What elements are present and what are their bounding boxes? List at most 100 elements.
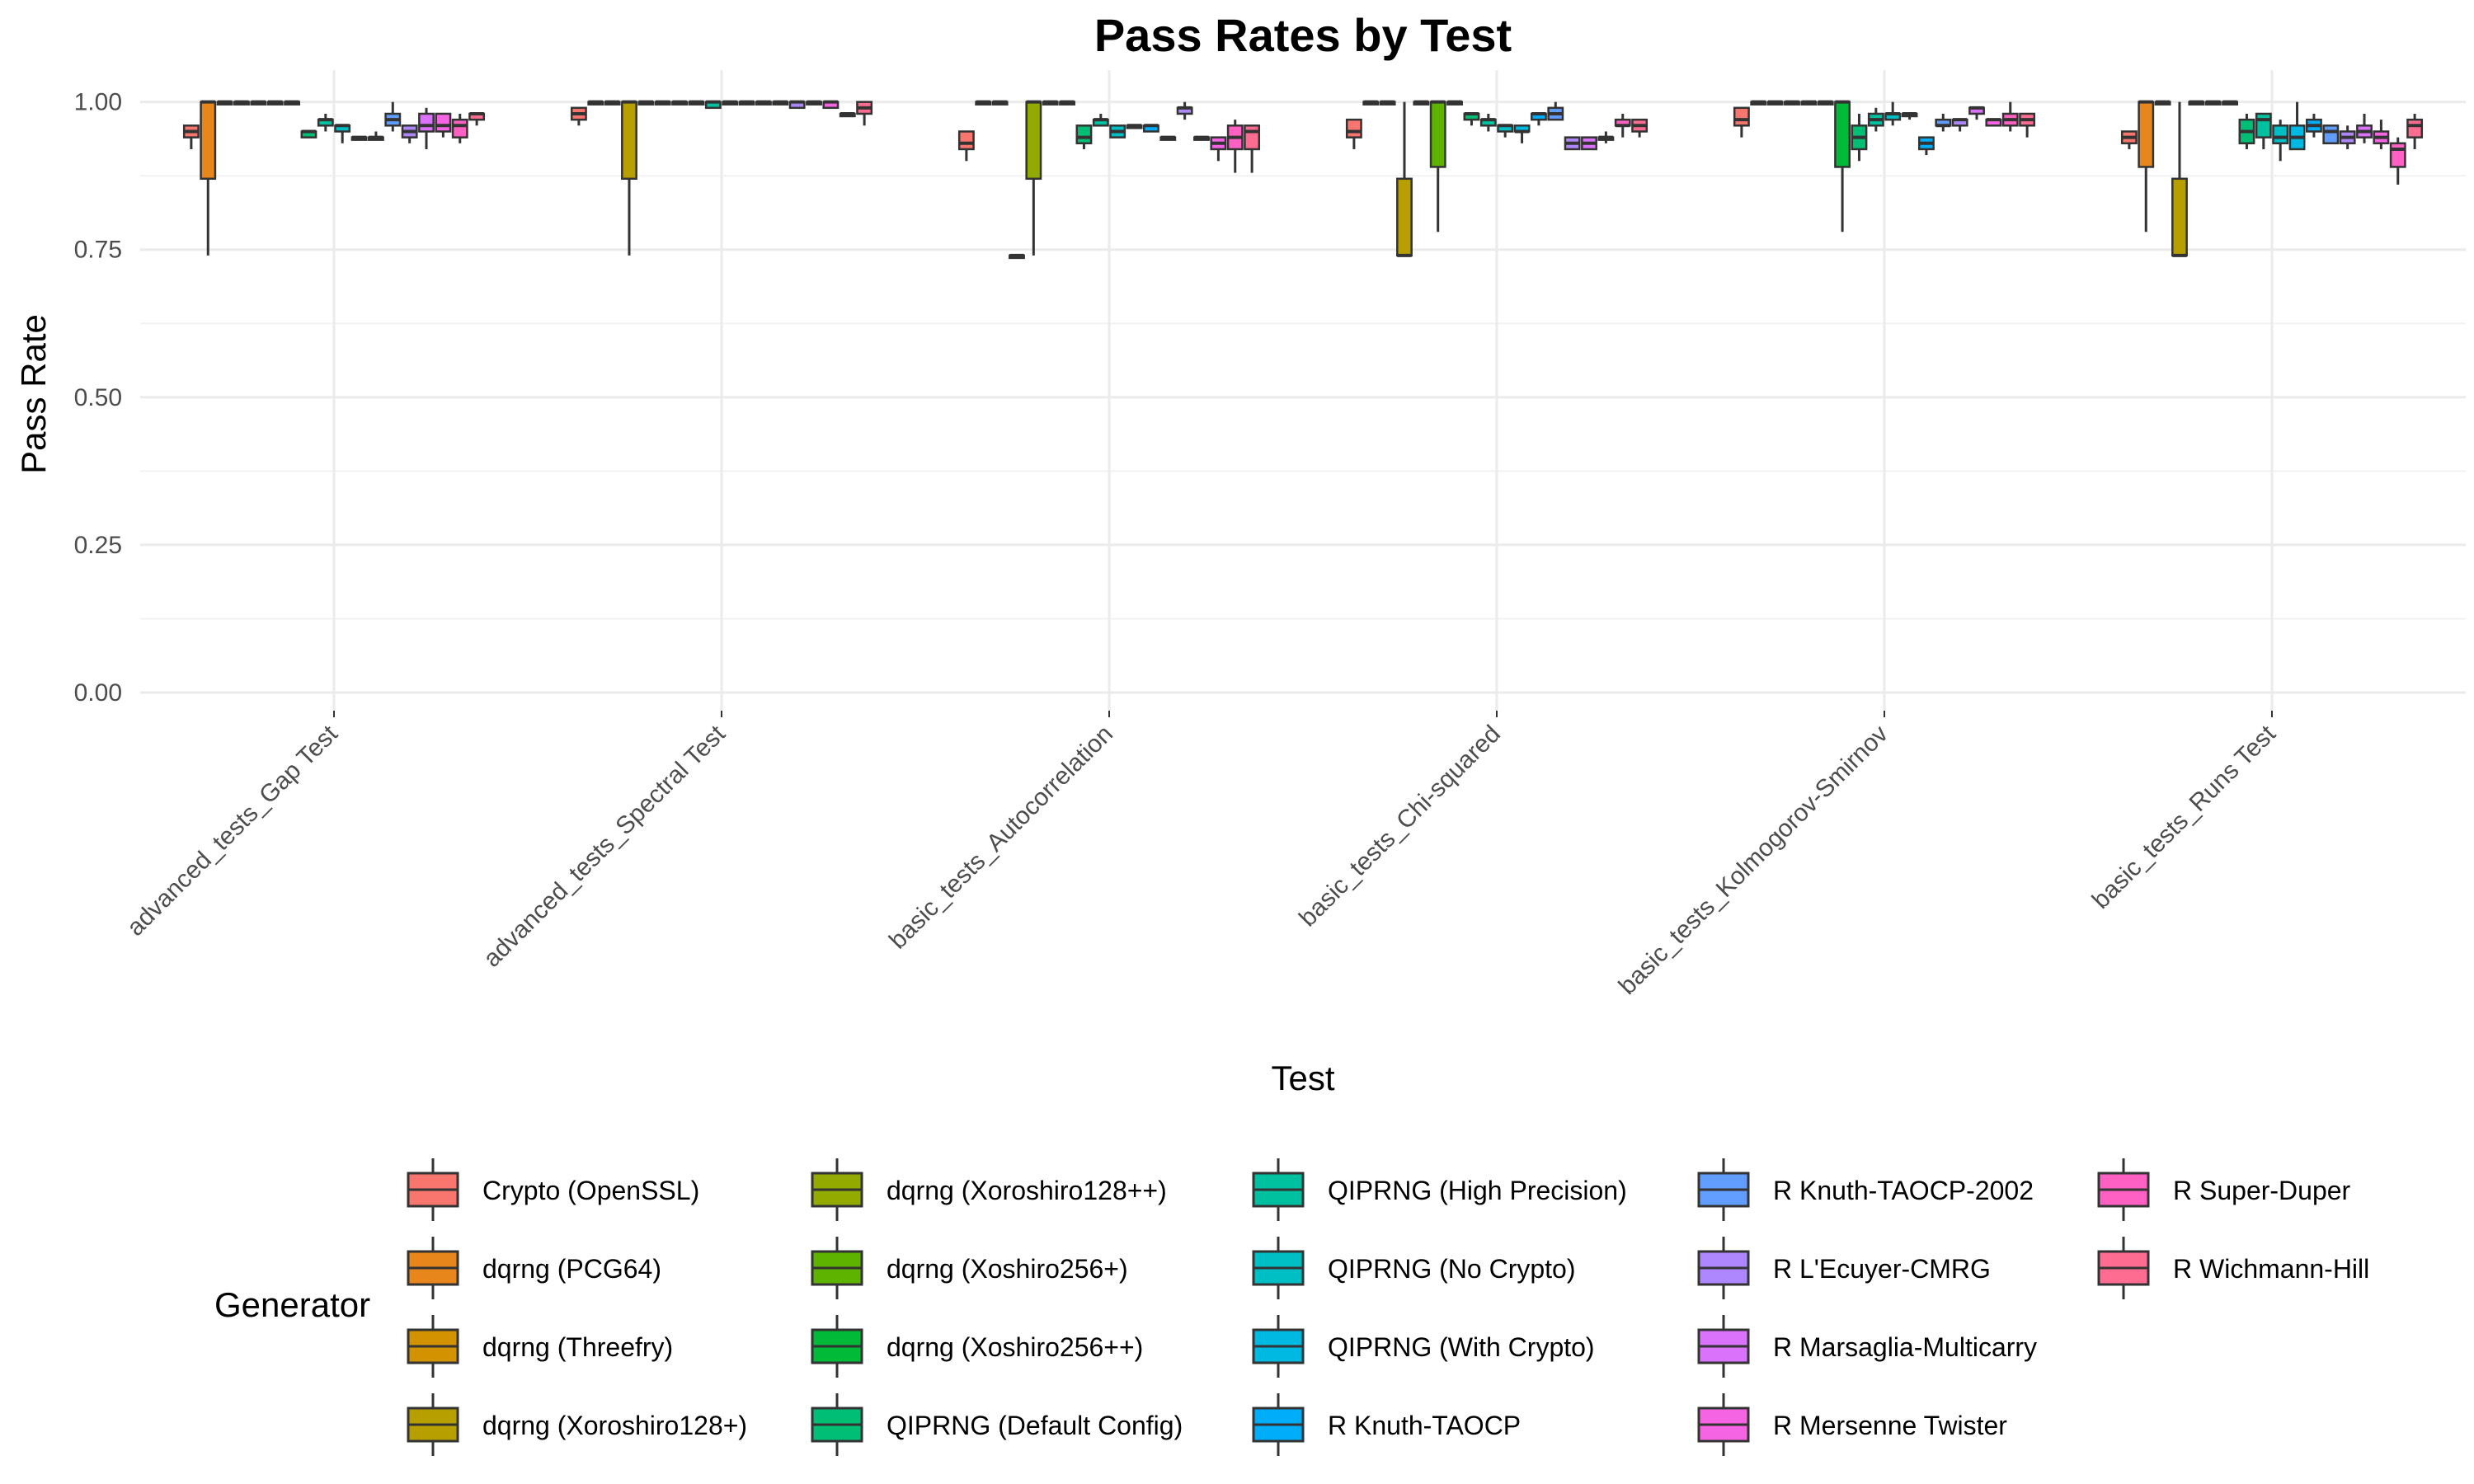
box-qiprng-high-precision--4 [1867, 107, 1884, 132]
box-r-mersenne-twister-5 [2373, 120, 2390, 149]
box-iqr [957, 130, 975, 151]
box-dqrng-pcg64--0 [200, 100, 217, 256]
legend-label: QIPRNG (Default Config) [887, 1411, 1183, 1440]
box-dqrng-xoshiro256--5 [2222, 100, 2239, 106]
x-tick-label: advanced_tests_Spectral Test [478, 720, 731, 972]
box-iqr [1733, 106, 1750, 127]
box-iqr [2255, 112, 2272, 139]
box-dqrng-xoroshiro128--2 [1025, 100, 1042, 256]
box-r-knuth-taocp-3 [1530, 111, 1547, 126]
box-r-super-duper-0 [451, 113, 468, 143]
box-dqrng-xoshiro256--1 [654, 100, 671, 106]
legend-label: QIPRNG (High Precision) [1328, 1176, 1627, 1205]
box-qiprng-default-config--5 [2238, 113, 2255, 149]
legend-item-qiprng-no-crypto-: QIPRNG (No Crypto) [1252, 1237, 1575, 1299]
box-qiprng-high-precision--2 [1092, 113, 1109, 127]
box-dqrng-xoroshiro128--4 [1784, 100, 1800, 106]
legend-label: R Knuth-TAOCP [1328, 1411, 1521, 1440]
box-qiprng-default-config--1 [688, 100, 705, 106]
box-r-knuth-taocp-0 [367, 131, 384, 141]
legend-label: R L'Ecuyer-CMRG [1773, 1254, 1991, 1284]
legend-item-qiprng-default-config-: QIPRNG (Default Config) [811, 1393, 1183, 1456]
box-r-knuth-taocp-2002-0 [384, 101, 402, 132]
box-dqrng-xoshiro256--0 [266, 100, 284, 106]
box-r-wichmann-hill-4 [2019, 112, 2036, 138]
legend-label: dqrng (PCG64) [482, 1254, 661, 1284]
box-dqrng-xoroshiro128--3 [1413, 100, 1430, 106]
box-qiprng-no-crypto--4 [1884, 101, 1902, 126]
box-qiprng-default-config--4 [1851, 113, 1868, 162]
box-iqr [418, 112, 435, 133]
box-iqr [1345, 118, 1362, 139]
box-dqrng-xoshiro256--5 [2204, 100, 2222, 106]
box-crypto-openssl--4 [1733, 106, 1750, 138]
box-iqr [1429, 101, 1446, 168]
box-r-marsaglia-multicarry-2 [1193, 135, 1210, 141]
legend-label: Crypto (OpenSSL) [482, 1176, 699, 1205]
box-qiprng-no-crypto--5 [2272, 120, 2289, 162]
box-crypto-openssl--0 [182, 124, 200, 149]
legend-label: dqrng (Xoshiro256++) [887, 1332, 1143, 1362]
box-iqr [1834, 101, 1851, 168]
box-dqrng-threefry--1 [604, 100, 621, 106]
box-dqrng-threefry--0 [216, 100, 233, 106]
box-dqrng-xoshiro256--2 [1059, 100, 1076, 106]
grid-lines [140, 70, 2466, 711]
box-dqrng-xoroshiro128--2 [1009, 253, 1025, 260]
legend-item-dqrng-threefry-: dqrng (Threefry) [407, 1315, 673, 1378]
box-r-knuth-taocp-2002-3 [1547, 101, 1564, 121]
legend-label: QIPRNG (With Crypto) [1328, 1332, 1595, 1362]
box-iqr [621, 101, 637, 181]
box-r-mersenne-twister-1 [822, 100, 840, 110]
legend-item-qiprng-with-crypto-: QIPRNG (With Crypto) [1252, 1315, 1595, 1378]
box-qiprng-high-precision--1 [704, 100, 722, 110]
legend-item-crypto-openssl-: Crypto (OpenSSL) [407, 1158, 699, 1221]
x-tick-label: basic_tests_Runs Test [2087, 720, 2282, 914]
box-iqr [1075, 124, 1093, 145]
box-crypto-openssl--3 [1345, 118, 1362, 149]
box-qiprng-with-crypto--3 [1513, 124, 1531, 143]
box-r-super-duper-5 [2389, 137, 2406, 185]
box-iqr [2389, 142, 2406, 168]
legend-label: R Mersenne Twister [1773, 1411, 2007, 1440]
box-crypto-openssl--5 [2120, 130, 2138, 149]
legend-label: R Knuth-TAOCP-2002 [1773, 1176, 2034, 1205]
box-iqr [1396, 177, 1413, 257]
legend-item-r-wichmann-hill: R Wichmann-Hill [2097, 1237, 2369, 1299]
y-axis-ticks: 0.00 0.25 0.50 0.75 1.00 [74, 89, 122, 707]
box-dqrng-xoroshiro128--1 [637, 100, 655, 106]
box-dqrng-pcg64--2 [975, 100, 992, 106]
y-tick-label: 0.50 [74, 384, 122, 411]
legend-item-r-mersenne-twister: R Mersenne Twister [1697, 1393, 2007, 1456]
box-dqrng-xoroshiro128--5 [2188, 100, 2205, 106]
box-r-marsaglia-multicarry-3 [1581, 136, 1597, 151]
box-iqr [1025, 101, 1042, 181]
x-tick-label: advanced_tests_Gap Test [122, 720, 344, 942]
box-dqrng-xoshiro256--4 [1817, 100, 1834, 106]
box-qiprng-default-config--2 [1075, 124, 1093, 149]
box-dqrng-pcg64--1 [587, 100, 604, 106]
box-iqr [1244, 124, 1261, 151]
box-dqrng-threefry--4 [1766, 100, 1784, 106]
legend-label: dqrng (Xoroshiro128++) [887, 1176, 1167, 1205]
box-iqr [2171, 177, 2188, 257]
box-dqrng-xoshiro256--3 [1446, 100, 1464, 106]
legend-item-r-knuth-taocp-2002: R Knuth-TAOCP-2002 [1697, 1158, 2034, 1221]
box-qiprng-with-crypto--5 [2288, 101, 2306, 151]
legend-item-r-knuth-taocp: R Knuth-TAOCP [1252, 1393, 1521, 1456]
box-r-marsaglia-multicarry-0 [418, 107, 435, 149]
box-r-knuth-taocp-2002-5 [2322, 124, 2340, 145]
legend: Crypto (OpenSSL) dqrng (PCG64) dqrng (Thre… [407, 1158, 2369, 1456]
box-dqrng-pcg64--3 [1362, 100, 1380, 106]
x-tick-label: basic_tests_Chi-squared [1294, 721, 1506, 932]
legend-item-qiprng-high-precision-: QIPRNG (High Precision) [1252, 1158, 1627, 1221]
box-r-super-duper-4 [2001, 101, 2019, 132]
box-qiprng-high-precision--5 [2255, 112, 2272, 149]
box-dqrng-xoroshiro128--3 [1396, 101, 1413, 257]
box-dqrng-xoshiro256--0 [284, 100, 301, 106]
x-axis-title: Test [1271, 1059, 1334, 1097]
y-tick-label: 0.75 [74, 237, 122, 264]
box-r-knuth-taocp-4 [1917, 136, 1935, 156]
box-r-mersenne-twister-4 [1985, 118, 2002, 127]
